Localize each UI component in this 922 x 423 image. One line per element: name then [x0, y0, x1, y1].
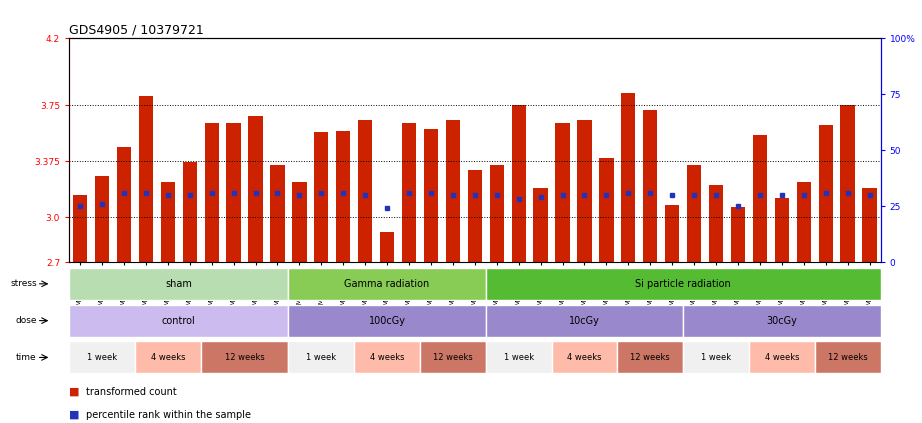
Text: sham: sham — [165, 279, 192, 289]
Bar — [599, 158, 613, 262]
Bar — [445, 120, 460, 262]
Bar — [555, 123, 570, 262]
Bar — [749, 341, 815, 374]
Text: control: control — [162, 316, 195, 326]
Bar — [402, 123, 416, 262]
Bar — [731, 207, 745, 262]
Bar — [73, 195, 88, 262]
Bar — [420, 341, 486, 374]
Text: 1 week: 1 week — [87, 353, 117, 362]
Bar — [358, 120, 372, 262]
Text: percentile rank within the sample: percentile rank within the sample — [86, 410, 251, 420]
Bar — [354, 341, 420, 374]
Bar — [69, 305, 289, 337]
Bar — [380, 232, 395, 262]
Bar — [314, 132, 328, 262]
Bar — [687, 165, 702, 262]
Bar — [512, 105, 526, 262]
Text: 12 weeks: 12 weeks — [828, 353, 868, 362]
Bar — [289, 268, 486, 300]
Bar — [467, 170, 482, 262]
Bar — [665, 206, 680, 262]
Bar — [160, 181, 175, 262]
Bar — [270, 165, 285, 262]
Text: 10cGy: 10cGy — [569, 316, 600, 326]
Bar — [248, 116, 263, 262]
Text: 12 weeks: 12 weeks — [631, 353, 670, 362]
Text: 4 weeks: 4 weeks — [764, 353, 799, 362]
Bar — [774, 198, 789, 262]
Text: 1 week: 1 week — [503, 353, 534, 362]
Bar — [797, 181, 810, 262]
Bar — [551, 341, 618, 374]
Text: 4 weeks: 4 weeks — [567, 353, 602, 362]
Bar — [752, 135, 767, 262]
Bar — [644, 110, 657, 262]
Bar — [490, 165, 504, 262]
Bar — [621, 93, 635, 262]
Bar — [201, 341, 289, 374]
Bar — [135, 341, 201, 374]
Text: 12 weeks: 12 weeks — [225, 353, 265, 362]
Bar — [424, 129, 438, 262]
Text: 1 week: 1 week — [701, 353, 731, 362]
Bar — [227, 123, 241, 262]
Bar — [486, 268, 881, 300]
Text: time: time — [16, 353, 37, 362]
Bar — [139, 96, 153, 262]
Text: Gamma radiation: Gamma radiation — [345, 279, 430, 289]
Text: GDS4905 / 10379721: GDS4905 / 10379721 — [69, 24, 204, 37]
Bar — [183, 162, 197, 262]
Bar — [577, 120, 592, 262]
Text: 4 weeks: 4 weeks — [150, 353, 185, 362]
Bar — [683, 305, 881, 337]
Bar — [289, 341, 354, 374]
Bar — [815, 341, 881, 374]
Text: ■: ■ — [69, 410, 79, 420]
Bar — [69, 341, 135, 374]
Bar — [292, 181, 306, 262]
Bar — [534, 187, 548, 262]
Bar — [337, 131, 350, 262]
Bar — [618, 341, 683, 374]
Bar — [205, 123, 219, 262]
Text: dose: dose — [15, 316, 37, 325]
Text: 30cGy: 30cGy — [766, 316, 798, 326]
Bar — [683, 341, 749, 374]
Bar — [819, 125, 833, 262]
Text: 100cGy: 100cGy — [369, 316, 406, 326]
Bar — [709, 184, 723, 262]
Bar — [862, 187, 877, 262]
Text: 1 week: 1 week — [306, 353, 337, 362]
Bar — [486, 305, 683, 337]
Text: Si particle radiation: Si particle radiation — [635, 279, 731, 289]
Text: ■: ■ — [69, 387, 79, 397]
Text: 12 weeks: 12 weeks — [433, 353, 473, 362]
Bar — [95, 176, 109, 262]
Text: 4 weeks: 4 weeks — [370, 353, 405, 362]
Bar — [841, 105, 855, 262]
Bar — [289, 305, 486, 337]
Text: stress: stress — [10, 279, 37, 288]
Text: transformed count: transformed count — [86, 387, 176, 397]
Bar — [69, 268, 289, 300]
Bar — [117, 147, 131, 262]
Bar — [486, 341, 551, 374]
